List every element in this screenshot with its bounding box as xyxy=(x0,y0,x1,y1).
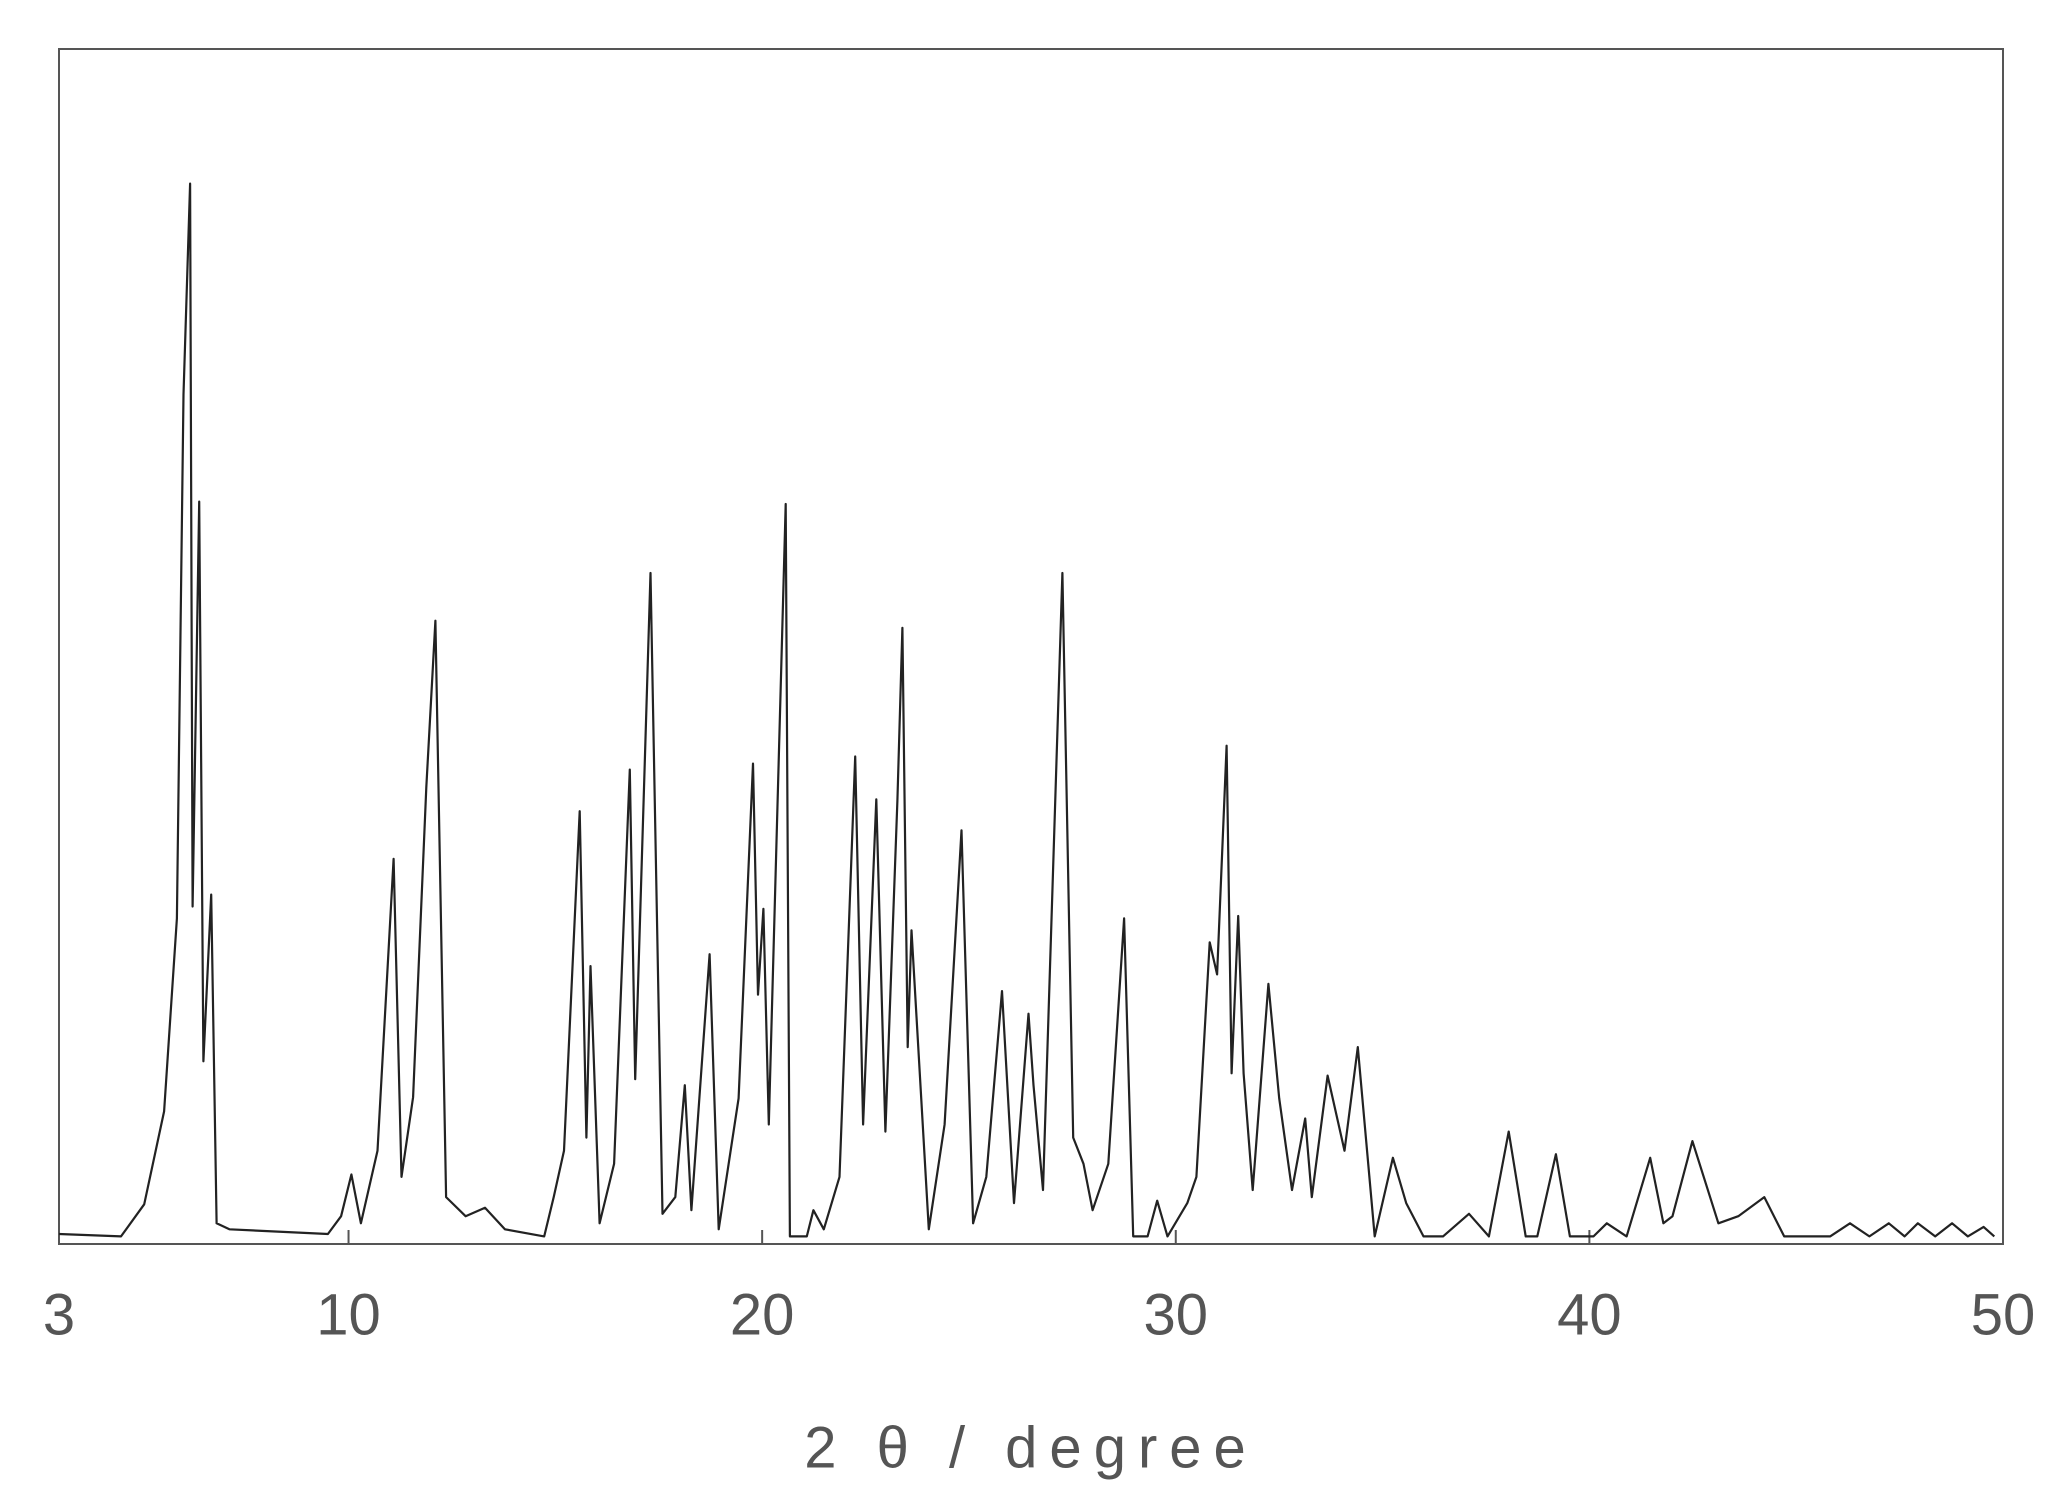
x-tick-label: 20 xyxy=(730,1282,795,1347)
plot-frame xyxy=(58,48,2004,1245)
x-tick-label: 40 xyxy=(1557,1282,1622,1347)
diffraction-trace xyxy=(58,182,1996,1238)
x-tick-label: 30 xyxy=(1144,1282,1209,1347)
x-tick-label: 10 xyxy=(316,1282,381,1347)
x-axis-label: 2 θ / degree xyxy=(804,1415,1258,1480)
x-tick-label: 3 xyxy=(43,1282,75,1347)
x-tick-label: 50 xyxy=(1971,1282,2036,1347)
